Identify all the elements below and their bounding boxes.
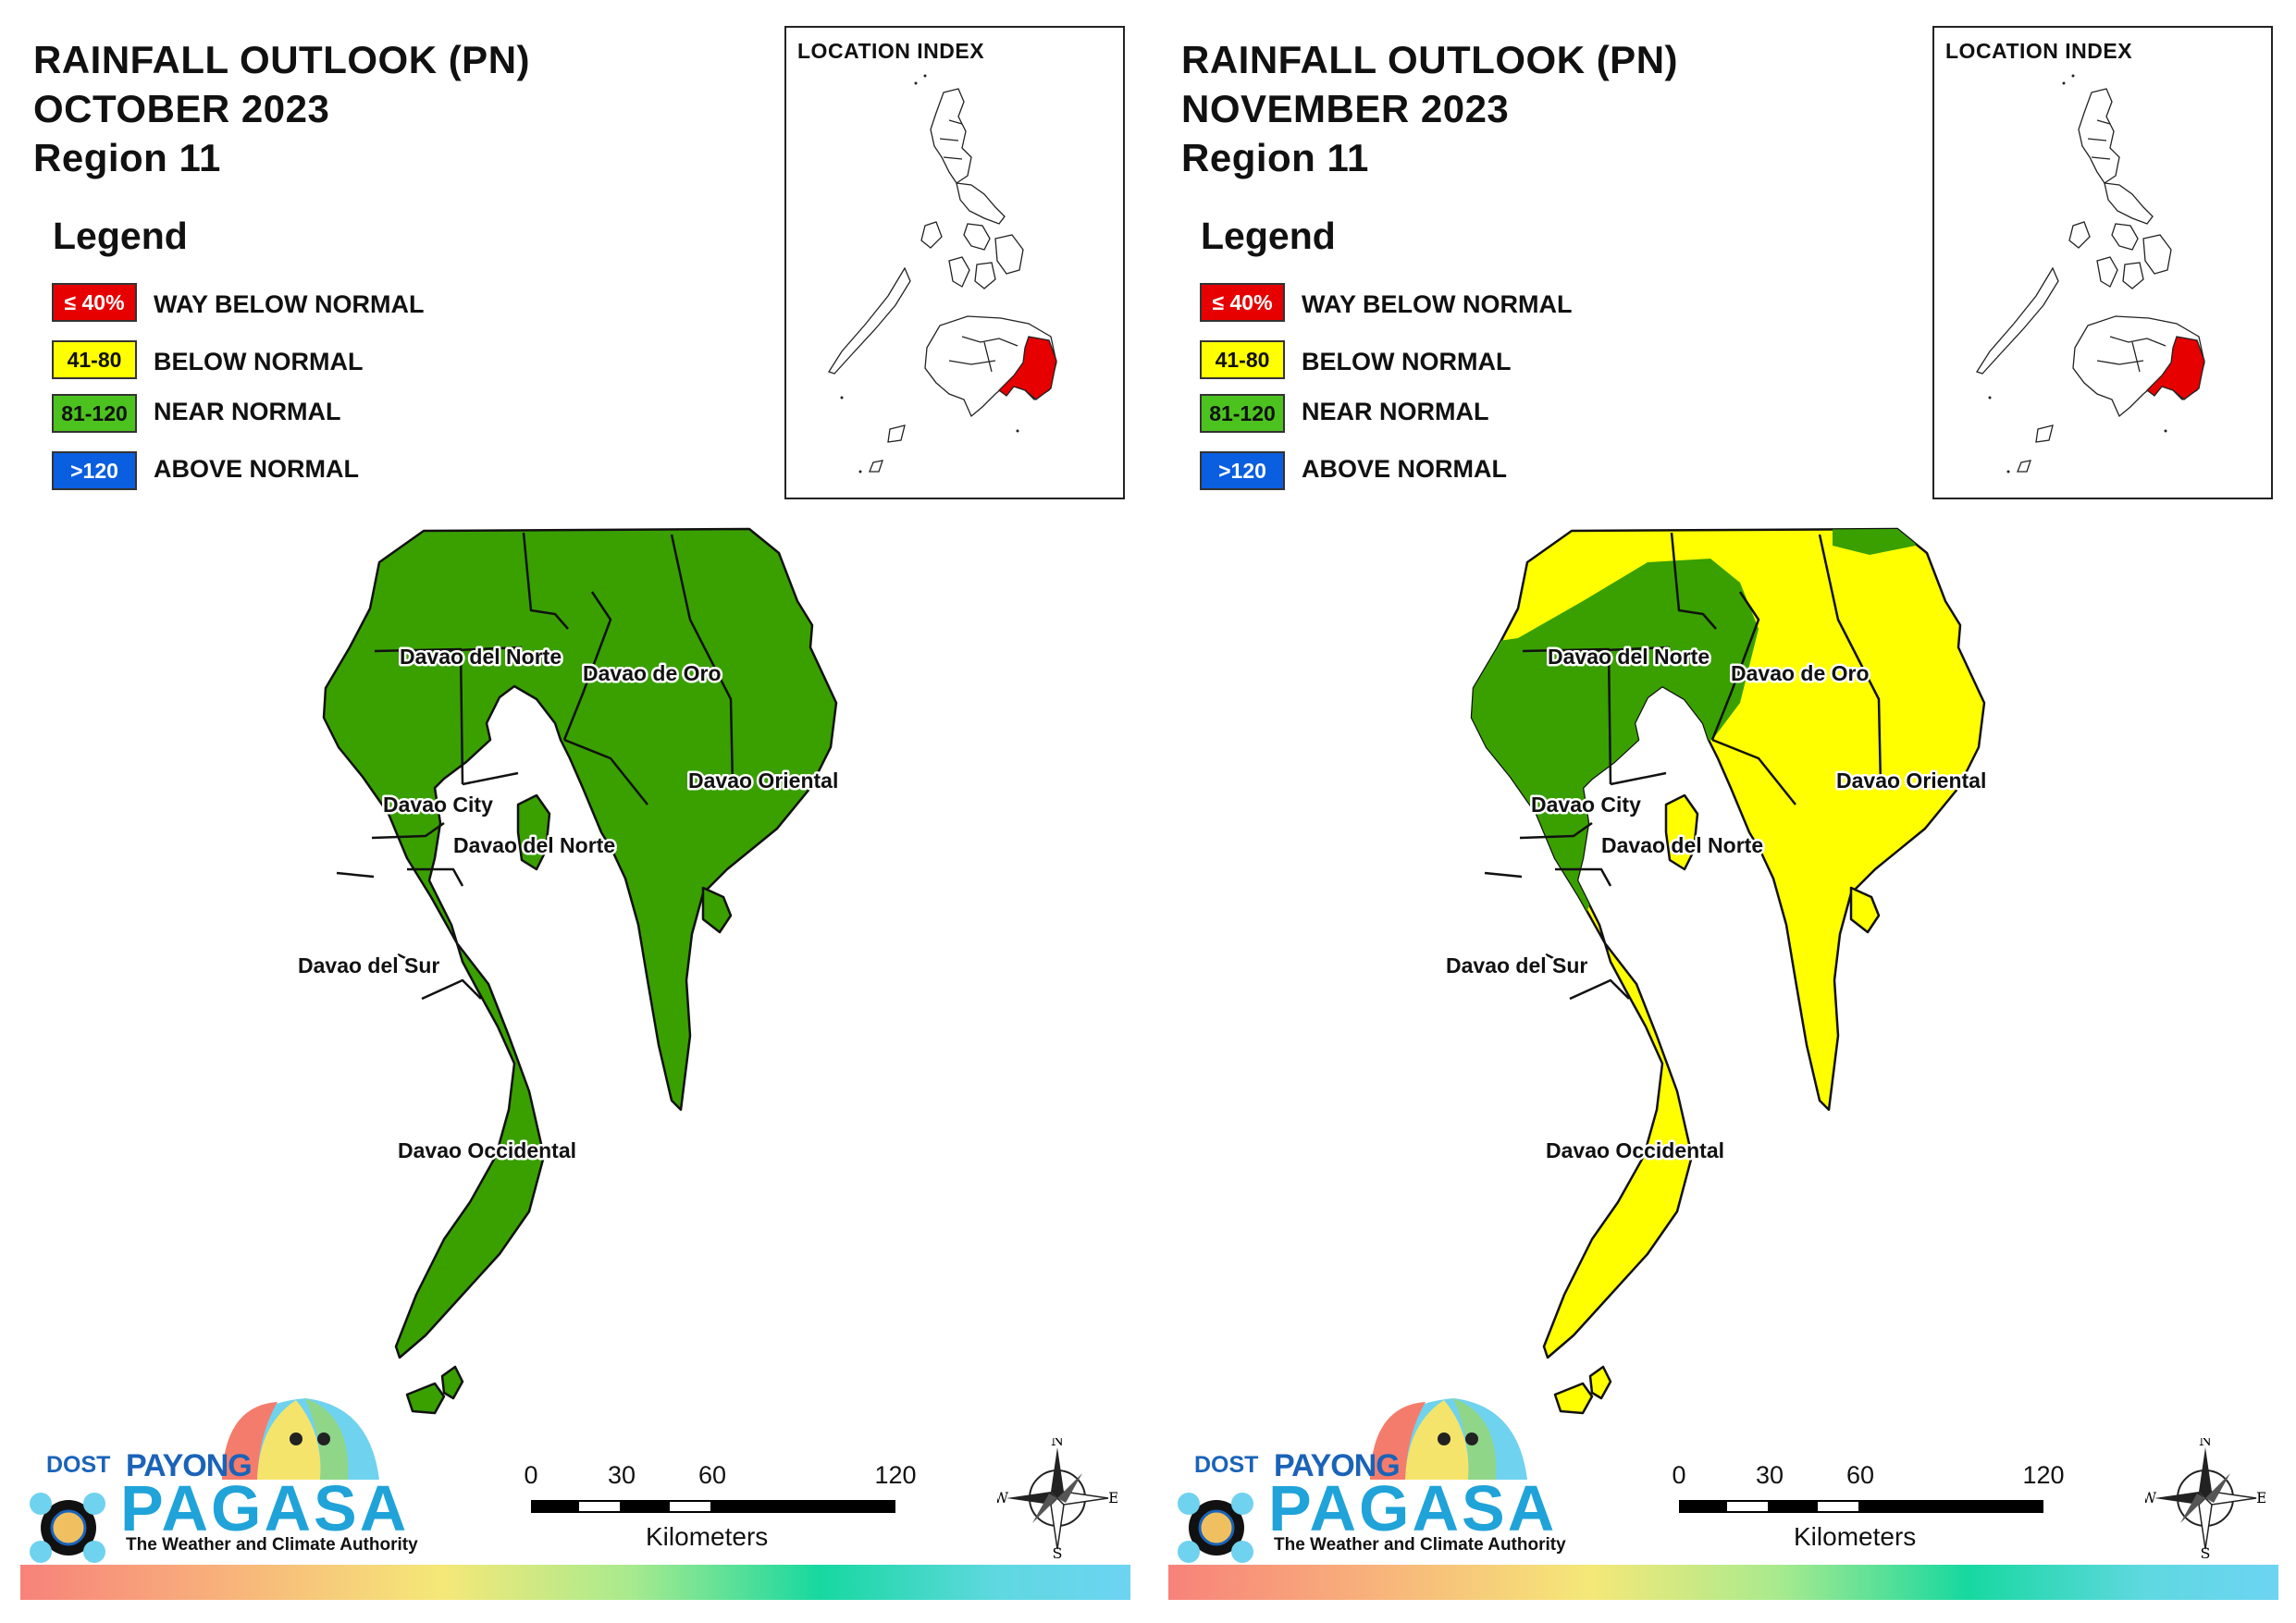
- legend-swatch: >120: [52, 451, 137, 490]
- label-davao-del-sur: Davao del Sur: [1446, 953, 1587, 977]
- legend-label: BELOW NORMAL: [1302, 348, 1512, 375]
- scale-segment: [531, 1500, 577, 1513]
- legend-swatch: 81-120: [52, 394, 137, 433]
- legend-label: ABOVE NORMAL: [154, 455, 359, 483]
- legend-label: ABOVE NORMAL: [1302, 455, 1507, 483]
- scale-tick: 120: [2022, 1461, 2065, 1489]
- pagasa-logo: DOST PAYONG PAGASA The Weather and Clima…: [1176, 1387, 1566, 1572]
- legend-label: NEAR NORMAL: [1302, 398, 1489, 425]
- location-index-label: LOCATION INDEX: [797, 39, 985, 63]
- compass-w: W: [2145, 1489, 2157, 1506]
- legend-swatch: 41-80: [52, 340, 137, 379]
- title-line-2: OCTOBER 2023: [33, 87, 330, 130]
- label-davao-oriental: Davao Oriental: [688, 768, 838, 793]
- logo-payong: PAYONG: [126, 1448, 253, 1483]
- label-davao-del-norte-island: Davao del Norte: [1601, 833, 1763, 857]
- title-line-2: NOVEMBER 2023: [1181, 87, 1510, 130]
- pagasa-logo: DOST PAYONG PAGASA The Weather and Clima…: [28, 1387, 418, 1572]
- scale-units: Kilometers: [646, 1522, 769, 1551]
- near-normal-zone: [1833, 529, 1916, 555]
- scale-segment: [1860, 1500, 2043, 1513]
- logo-dost: DOST: [1194, 1452, 1259, 1478]
- philippines-map-icon: [1976, 74, 2205, 473]
- scale-segment: [1679, 1500, 1725, 1513]
- scale-bar: 0 30 60 120 Kilometers: [1666, 1461, 2092, 1563]
- label-davao-de-oro: Davao de Oro: [1731, 661, 1870, 685]
- panel-october: RAINFALL OUTLOOK (PN) OCTOBER 2023 Regio…: [20, 26, 1130, 1600]
- region-map: Davao del Norte Davao de Oro Davao City …: [1444, 527, 1989, 1415]
- map-title: RAINFALL OUTLOOK (PN) OCTOBER 2023 Regio…: [33, 35, 530, 182]
- location-index: LOCATION INDEX: [784, 26, 1125, 499]
- legend-label: WAY BELOW NORMAL: [154, 290, 425, 318]
- color-strip: [20, 1565, 1130, 1600]
- scale-segment: [1770, 1500, 1816, 1513]
- logo-pagasa: PAGASA: [120, 1472, 410, 1544]
- logo-dost: DOST: [46, 1452, 111, 1478]
- near-normal-zone: [1472, 559, 1759, 943]
- legend-title: Legend: [53, 215, 188, 257]
- scale-tick: 0: [524, 1461, 538, 1489]
- province-davao-region: [322, 527, 838, 1359]
- scale-tick: 60: [1845, 1461, 1875, 1489]
- label-davao-de-oro: Davao de Oro: [583, 661, 722, 685]
- logo-tagline: The Weather and Climate Authority: [1274, 1535, 1566, 1555]
- legend-swatch: >120: [1200, 451, 1285, 490]
- title-line-1: RAINFALL OUTLOOK (PN): [33, 38, 531, 81]
- logo-tagline: The Weather and Climate Authority: [126, 1535, 418, 1555]
- scale-segment: [668, 1500, 712, 1513]
- label-davao-del-norte: Davao del Norte: [1548, 645, 1710, 669]
- scale-segment: [1816, 1500, 1860, 1513]
- scale-segment: [577, 1500, 622, 1513]
- scale-tick: 30: [607, 1461, 636, 1489]
- compass-w: W: [997, 1489, 1009, 1506]
- compass-n: N: [2199, 1438, 2212, 1449]
- title-line-1: RAINFALL OUTLOOK (PN): [1181, 38, 1679, 81]
- label-davao-del-norte: Davao del Norte: [400, 645, 562, 669]
- scale-tick: 30: [1755, 1461, 1784, 1489]
- label-davao-del-norte-island: Davao del Norte: [453, 833, 615, 857]
- scale-segment: [712, 1500, 895, 1513]
- legend-title: Legend: [1201, 215, 1336, 257]
- scale-segment: [622, 1500, 668, 1513]
- title-line-3: Region 11: [1181, 136, 1369, 179]
- philippines-map-icon: [828, 74, 1057, 473]
- compass-s: S: [1053, 1544, 1063, 1558]
- legend-label: WAY BELOW NORMAL: [1302, 290, 1573, 318]
- label-davao-occidental: Davao Occidental: [398, 1138, 576, 1162]
- north-arrow-icon: N S E W: [997, 1438, 1117, 1558]
- legend-swatch: 81-120: [1200, 394, 1285, 433]
- logo-pagasa: PAGASA: [1268, 1472, 1558, 1544]
- scale-tick: 0: [1672, 1461, 1686, 1489]
- legend-label: BELOW NORMAL: [154, 348, 364, 375]
- map-title: RAINFALL OUTLOOK (PN) NOVEMBER 2023 Regi…: [1181, 35, 1678, 182]
- legend-label: NEAR NORMAL: [154, 398, 341, 425]
- label-davao-city: Davao City: [1531, 793, 1641, 817]
- compass-e: E: [2256, 1489, 2265, 1506]
- logo-payong: PAYONG: [1274, 1448, 1401, 1483]
- umbrella-icon: [30, 1398, 379, 1563]
- umbrella-icon: [1178, 1398, 1527, 1563]
- compass-s: S: [2201, 1544, 2211, 1558]
- legend-swatch: ≤ 40%: [52, 283, 137, 322]
- label-davao-occidental: Davao Occidental: [1546, 1138, 1724, 1162]
- location-index: LOCATION INDEX: [1932, 26, 2273, 499]
- label-davao-city: Davao City: [383, 793, 493, 817]
- panel-november: RAINFALL OUTLOOK (PN) NOVEMBER 2023 Regi…: [1148, 0, 2296, 1623]
- compass-n: N: [1051, 1438, 1064, 1449]
- scale-segment: [1725, 1500, 1770, 1513]
- region-map: Davao del Norte Davao de Oro Davao City …: [296, 527, 841, 1415]
- label-davao-oriental: Davao Oriental: [1836, 768, 1986, 793]
- north-arrow-icon: N S E W: [2145, 1438, 2265, 1558]
- scale-units: Kilometers: [1794, 1522, 1917, 1551]
- title-line-3: Region 11: [33, 136, 221, 179]
- color-strip: [1168, 1565, 2278, 1600]
- label-davao-del-sur: Davao del Sur: [298, 953, 439, 977]
- compass-e: E: [1108, 1489, 1117, 1506]
- location-index-label: LOCATION INDEX: [1945, 39, 2133, 63]
- legend-swatch: ≤ 40%: [1200, 283, 1285, 322]
- scale-bar: 0 30 60 120 Kilometers: [518, 1461, 944, 1563]
- scale-tick: 60: [697, 1461, 727, 1489]
- legend-swatch: 41-80: [1200, 340, 1285, 379]
- scale-tick: 120: [874, 1461, 917, 1489]
